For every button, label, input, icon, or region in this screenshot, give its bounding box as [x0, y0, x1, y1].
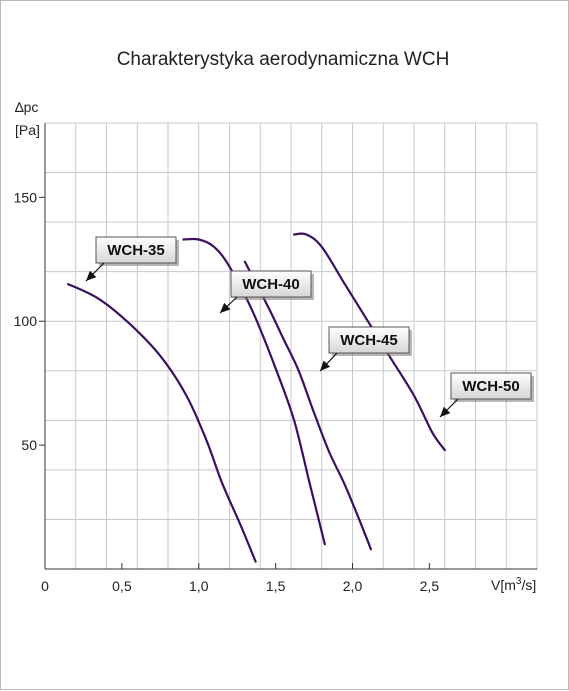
series-line-wch-35	[67, 283, 257, 563]
y-tick-label: 150	[14, 189, 38, 205]
x-tick-label: 1,5	[266, 578, 286, 594]
x-tick-label: 1,0	[189, 578, 209, 594]
series-line-wch-40	[182, 237, 326, 546]
callout-wch-40: WCH-40	[219, 270, 314, 314]
callout-label: WCH-40	[242, 276, 300, 293]
callout-label: WCH-45	[340, 332, 398, 349]
callout-box	[450, 372, 532, 400]
callout-arrow-head	[220, 302, 231, 313]
callout-wch-35: WCH-35	[85, 236, 179, 282]
x-axis-label-main: V[m	[491, 577, 516, 593]
callout-wch-45: WCH-45	[319, 326, 412, 372]
series-line-wch-50	[293, 232, 446, 452]
series-callouts: WCH-35 WCH-40 WCH-45 WCH-50	[85, 236, 534, 418]
callout-wch-50: WCH-50	[439, 372, 534, 418]
series-lines	[67, 232, 446, 563]
grid	[45, 122, 538, 569]
y-axis-label-unit: [Pa]	[15, 122, 40, 138]
x-tick-label: 0,5	[112, 578, 132, 594]
callout-box	[230, 270, 312, 298]
x-axis-label-superscript: 3	[516, 576, 522, 587]
callout-arrow-head	[86, 270, 97, 281]
x-axis-label-tail: /s]	[521, 577, 536, 593]
callout-box	[328, 326, 410, 354]
x-tick-label: 2,0	[343, 578, 363, 594]
x-axis-label: V[m3/s]	[491, 576, 536, 593]
x-tick-label: 2,5	[420, 578, 440, 594]
y-tick-label: 50	[21, 437, 37, 453]
x-axis-origin-label: 0	[41, 578, 49, 594]
tick-labels: 0,5 1,0 1,5 2,0 2,5 50 100 150	[14, 189, 440, 594]
callout-label: WCH-35	[107, 242, 165, 259]
series-line-wch-45	[243, 260, 372, 551]
callout-arrow-head	[440, 406, 451, 417]
callout-box	[95, 236, 177, 264]
y-tick-label: 100	[14, 313, 38, 329]
y-axis-label-symbol: ∆pc	[15, 99, 38, 115]
chart-title: Charakterystyka aerodynamiczna WCH	[117, 49, 450, 70]
callout-label: WCH-50	[462, 378, 520, 395]
callout-arrow-head	[320, 360, 331, 371]
